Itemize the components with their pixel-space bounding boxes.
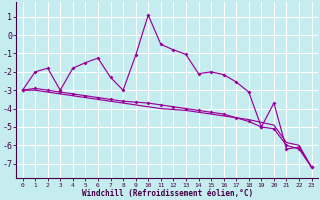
- X-axis label: Windchill (Refroidissement éolien,°C): Windchill (Refroidissement éolien,°C): [82, 189, 253, 198]
